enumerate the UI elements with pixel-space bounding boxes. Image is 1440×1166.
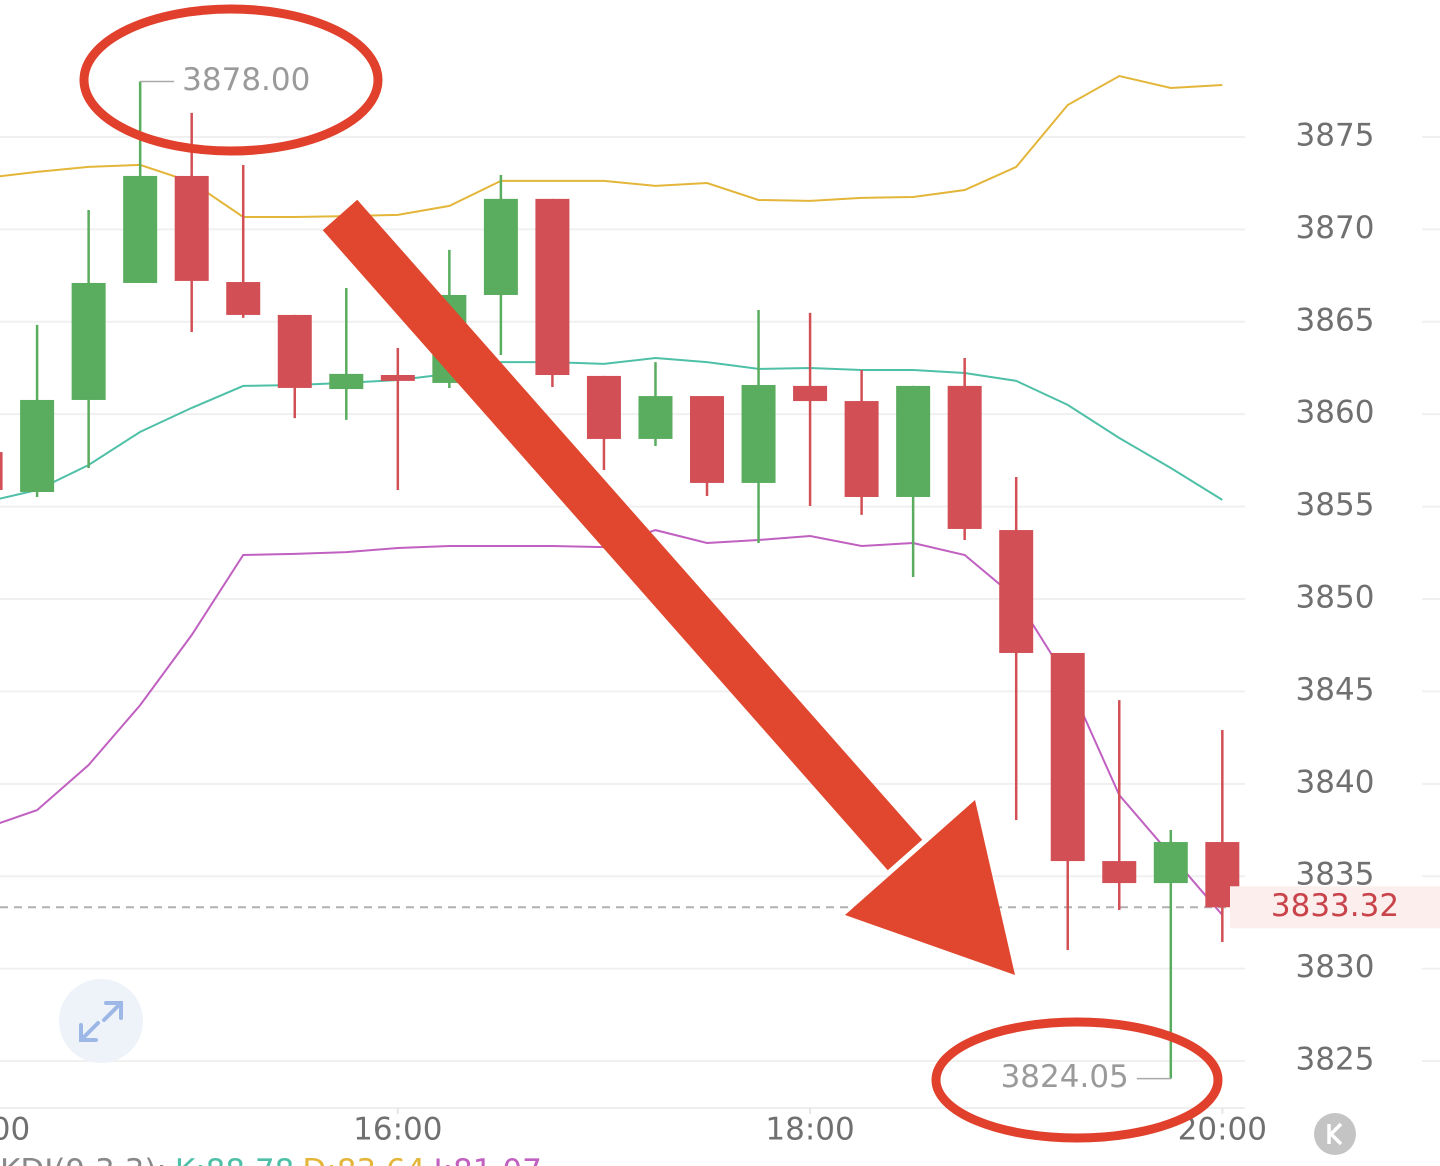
x-tick-label: 16:00 <box>353 1112 442 1148</box>
candle-body <box>896 385 931 497</box>
plot-area <box>0 74 1240 1079</box>
y-tick-label: 3845 <box>1296 672 1375 708</box>
indicator-item: KDJ(9,3,3): <box>0 1153 167 1166</box>
candle-body <box>586 375 621 439</box>
last-price-box <box>1230 886 1440 929</box>
y-tick-label: 3855 <box>1296 487 1375 523</box>
candle-body <box>329 373 364 390</box>
highlight-ellipse <box>931 1017 1223 1143</box>
candle-body <box>1050 652 1085 862</box>
candle-body <box>690 396 725 483</box>
expand-icon <box>79 1001 123 1042</box>
candle-body <box>638 396 673 439</box>
candle-body <box>741 384 776 483</box>
band-line <box>0 529 1224 916</box>
candle-body <box>174 175 209 281</box>
indicator-text: KDJ(9,3,3): K:88.78 D:83.64 J:81.07 <box>0 1153 542 1166</box>
k-icon <box>1327 1122 1343 1146</box>
candle-body <box>947 385 982 529</box>
candle-body <box>277 314 312 388</box>
candle-body <box>999 530 1034 653</box>
x-tick-label: 14:00 <box>0 1112 30 1148</box>
x-tick-label: 18:00 <box>765 1112 854 1148</box>
candle-body <box>793 385 828 402</box>
y-tick-label: 3830 <box>1296 949 1375 985</box>
candle-body <box>123 175 158 283</box>
axis: 3825383038353840384538503855386038653870… <box>0 62 1440 1166</box>
y-tick-label: 3825 <box>1296 1042 1375 1078</box>
annotation-label: 3824.05 <box>1001 1059 1129 1095</box>
y-tick-label: 3875 <box>1296 117 1375 153</box>
candle-body <box>535 198 570 376</box>
candle-body <box>380 375 415 381</box>
candle-body <box>1153 842 1188 884</box>
y-tick-label: 3850 <box>1296 580 1375 616</box>
candle-body <box>71 282 106 400</box>
overlay <box>59 4 1356 1155</box>
y-tick-label: 3840 <box>1296 764 1375 800</box>
y-tick-label: 3870 <box>1296 210 1375 246</box>
candle-body <box>0 452 3 490</box>
y-tick-label: 3860 <box>1296 395 1375 431</box>
highlight-ellipse <box>79 4 383 156</box>
annotation-label: 3878.00 <box>182 62 310 98</box>
candle-body <box>483 198 518 295</box>
k-button[interactable] <box>1314 1113 1356 1155</box>
expand-button[interactable] <box>59 979 143 1063</box>
indicator-item: K:88.78 <box>175 1153 295 1166</box>
y-tick-label: 3865 <box>1296 302 1375 338</box>
candle-body <box>844 401 879 497</box>
candle-body <box>20 399 55 492</box>
indicator-item: D:83.64 <box>302 1153 425 1166</box>
arrow-shaft <box>322 199 923 871</box>
band-line <box>0 356 1223 501</box>
candle-body <box>226 282 261 315</box>
arrow-head <box>845 800 1015 975</box>
indicator-item: J:81.07 <box>431 1153 541 1166</box>
candle-body <box>1102 861 1137 884</box>
last-price-label: 3833.32 <box>1271 888 1399 924</box>
